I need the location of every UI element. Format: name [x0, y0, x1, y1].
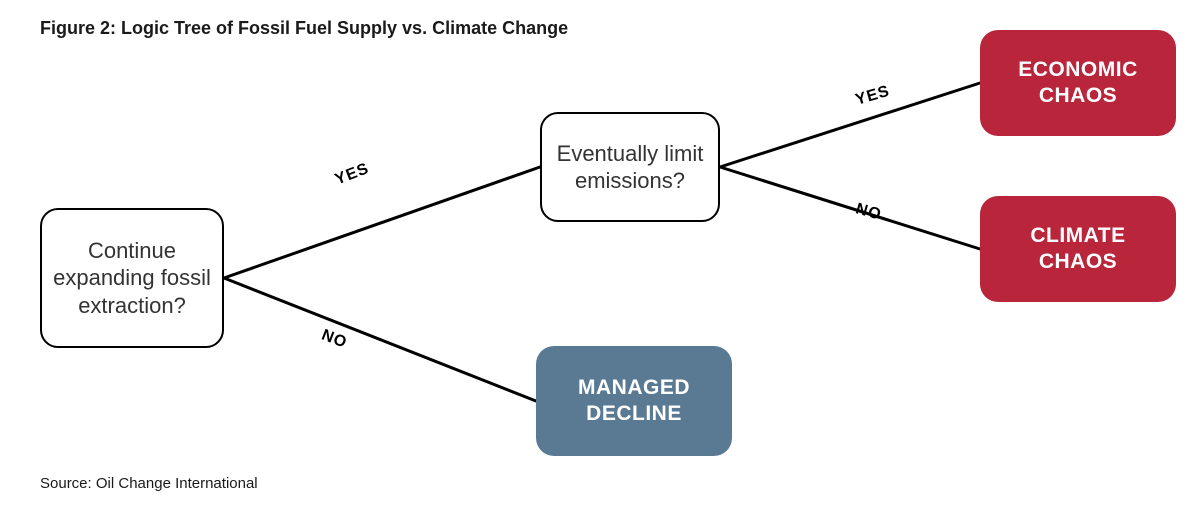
edge-label: NO	[319, 327, 350, 353]
decision-node-limit-emissions: Eventually limit emissions?	[540, 112, 720, 222]
node-label: ECONOMIC CHAOS	[990, 57, 1166, 110]
edge-label: YES	[333, 160, 372, 189]
outcome-node-managed-decline: MANAGED DECLINE	[536, 346, 732, 456]
node-label: Continue expanding fossil extraction?	[52, 237, 212, 320]
decision-node-continue-expanding: Continue expanding fossil extraction?	[40, 208, 224, 348]
edge-line	[224, 167, 540, 278]
edge-line	[720, 83, 980, 167]
node-label: CLIMATE CHAOS	[990, 223, 1166, 276]
edge-label: NO	[854, 200, 884, 224]
edge-label: YES	[854, 83, 893, 110]
figure-title: Figure 2: Logic Tree of Fossil Fuel Supp…	[40, 18, 568, 39]
edge-line	[720, 167, 980, 249]
figure-source: Source: Oil Change International	[40, 475, 258, 492]
outcome-node-climate-chaos: CLIMATE CHAOS	[980, 196, 1176, 302]
edge-line	[224, 278, 536, 401]
node-label: MANAGED DECLINE	[546, 375, 722, 428]
outcome-node-economic-chaos: ECONOMIC CHAOS	[980, 30, 1176, 136]
node-label: Eventually limit emissions?	[552, 140, 708, 195]
